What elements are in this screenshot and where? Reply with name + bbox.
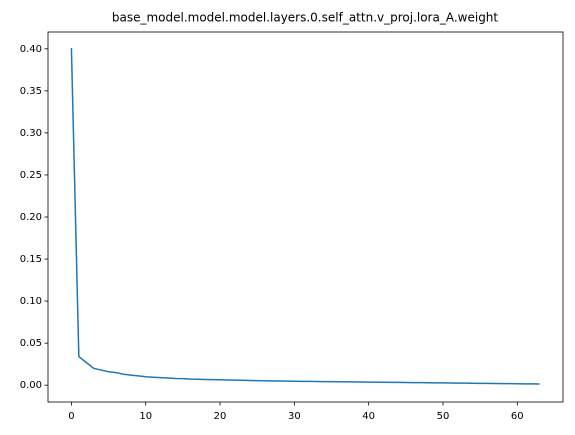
data-line bbox=[70, 47, 540, 385]
y-tick-label: 0.25 bbox=[20, 170, 42, 181]
axes-frame bbox=[47, 31, 564, 403]
y-tick-label: 0.20 bbox=[20, 212, 42, 223]
y-tick-label: 0.10 bbox=[20, 296, 42, 307]
y-tick-label: 0.35 bbox=[20, 86, 42, 97]
x-tick-label: 40 bbox=[362, 411, 375, 422]
x-tick-label: 20 bbox=[214, 411, 227, 422]
x-tick-label: 30 bbox=[288, 411, 301, 422]
chart-title: base_model.model.model.layers.0.self_att… bbox=[112, 11, 499, 25]
x-tick-label: 10 bbox=[139, 411, 152, 422]
x-tick-label: 50 bbox=[437, 411, 450, 422]
y-tick-label: 0.05 bbox=[20, 338, 42, 349]
y-tick-label: 0.40 bbox=[20, 44, 42, 55]
x-tick-label: 60 bbox=[511, 411, 524, 422]
y-tick-label: 0.30 bbox=[20, 128, 42, 139]
x-tick-label: 0 bbox=[68, 411, 74, 422]
y-tick-label: 0.15 bbox=[20, 254, 42, 265]
y-tick-label: 0.00 bbox=[20, 380, 42, 391]
